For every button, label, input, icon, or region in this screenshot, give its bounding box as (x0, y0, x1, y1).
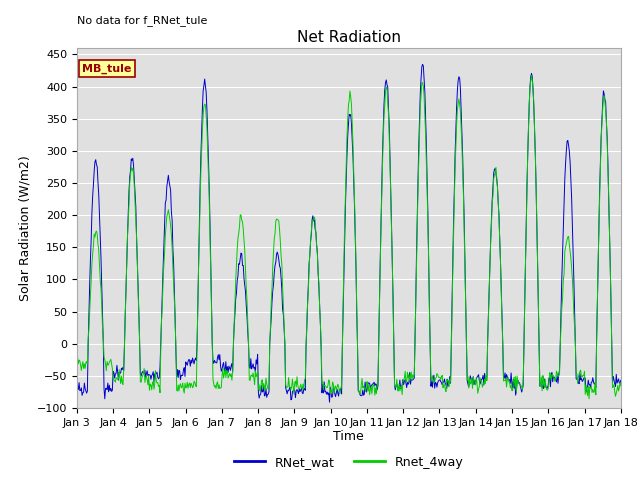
RNet_wat (433, 380, 440, 386)
RNet_wat (73, 384, 81, 390)
Rnet_4way (431, 379, 438, 384)
Rnet_4way (73, 360, 81, 366)
RNet_wat (419, 61, 426, 67)
Line: Rnet_4way: Rnet_4way (77, 75, 621, 399)
X-axis label: Time: Time (333, 431, 364, 444)
Text: No data for f_RNet_tule: No data for f_RNet_tule (77, 15, 207, 26)
Rnet_4way (194, 301, 202, 307)
Text: MB_tule: MB_tule (82, 63, 132, 73)
RNet_wat (83, 390, 90, 396)
Y-axis label: Solar Radiation (W/m2): Solar Radiation (W/m2) (18, 155, 31, 301)
Title: Net Radiation: Net Radiation (297, 30, 401, 46)
RNet_wat (194, 300, 202, 305)
RNet_wat (223, 370, 230, 376)
RNet_wat (416, 118, 424, 124)
Rnet_4way (585, 396, 593, 402)
Rnet_4way (415, 156, 422, 162)
RNet_wat (139, 369, 147, 374)
RNet_wat (326, 399, 333, 405)
Rnet_4way (223, 368, 230, 373)
Rnet_4way (139, 373, 147, 379)
Rnet_4way (528, 72, 536, 78)
Line: RNet_wat: RNet_wat (77, 64, 621, 402)
RNet_wat (617, 377, 625, 383)
Rnet_4way (83, 359, 90, 364)
Rnet_4way (617, 383, 625, 389)
Legend: RNet_wat, Rnet_4way: RNet_wat, Rnet_4way (229, 451, 468, 474)
